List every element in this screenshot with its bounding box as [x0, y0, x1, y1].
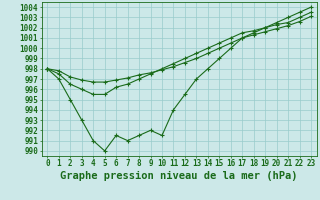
X-axis label: Graphe pression niveau de la mer (hPa): Graphe pression niveau de la mer (hPa) — [60, 171, 298, 181]
